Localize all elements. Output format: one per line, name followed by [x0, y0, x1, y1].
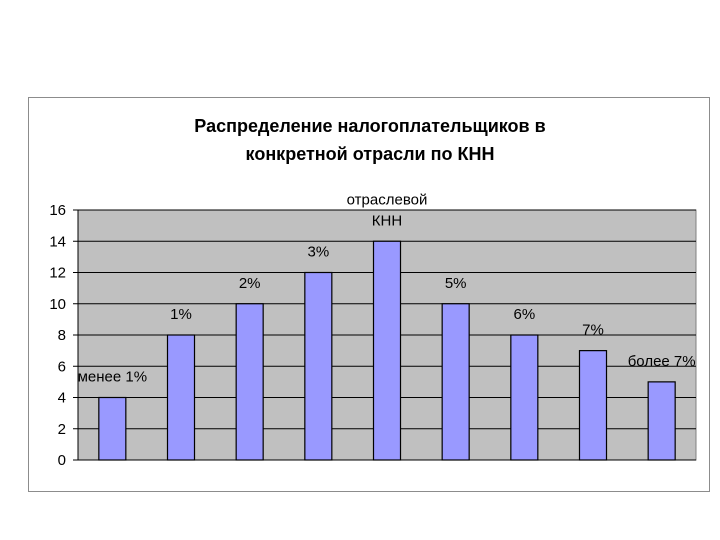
- data-label-line: 5%: [445, 275, 467, 292]
- bar: [647, 381, 676, 461]
- bar: [510, 334, 539, 461]
- y-tick-label: 14: [49, 233, 66, 250]
- y-tick-label: 0: [58, 452, 66, 469]
- y-tick-label: 4: [58, 390, 66, 407]
- data-label-line: более 7%: [628, 353, 696, 370]
- bar: [441, 303, 470, 461]
- y-tick-label: 10: [49, 296, 66, 313]
- bar: [578, 350, 608, 461]
- data-label: менее 1%: [78, 369, 147, 386]
- y-tick-label: 16: [49, 202, 66, 219]
- data-label: 5%: [445, 275, 467, 292]
- y-tick-label: 6: [58, 358, 66, 375]
- data-label: 3%: [307, 244, 329, 261]
- data-label-line: отраслевой: [347, 191, 428, 208]
- bar: [166, 334, 196, 461]
- y-tick-label: 2: [58, 421, 66, 438]
- data-label: 7%: [582, 322, 604, 339]
- data-labels: менее 1% 1% 2% 3% отраслевой КНН 5% 6% 7% более 7…: [78, 191, 696, 385]
- bar: [98, 396, 127, 461]
- bar: [372, 240, 402, 461]
- data-label: отраслевой КНН: [347, 191, 428, 229]
- data-label-line: 6%: [513, 306, 535, 323]
- y-tick-label: 8: [58, 327, 66, 344]
- data-label-line: 2%: [239, 275, 261, 292]
- bar: [235, 303, 264, 461]
- chart-title-line-1: Распределение налогоплательщиков в: [194, 116, 545, 136]
- data-label: 1%: [170, 306, 192, 323]
- data-label-line: КНН: [372, 212, 402, 229]
- y-tick-label: 12: [49, 265, 66, 282]
- data-label-line: менее 1%: [78, 369, 147, 386]
- data-label: 2%: [239, 275, 261, 292]
- data-label-line: 7%: [582, 322, 604, 339]
- chart-title-line-2: конкретной отрасли по КНН: [246, 144, 495, 164]
- data-label-line: 1%: [170, 306, 192, 323]
- bars: [98, 240, 676, 461]
- data-label-line: 3%: [307, 244, 329, 261]
- data-label: более 7%: [628, 353, 696, 370]
- bar: [304, 271, 333, 461]
- data-label: 6%: [513, 306, 535, 323]
- y-axis: 0 2 4 6 8 10 12 14 16: [49, 202, 696, 469]
